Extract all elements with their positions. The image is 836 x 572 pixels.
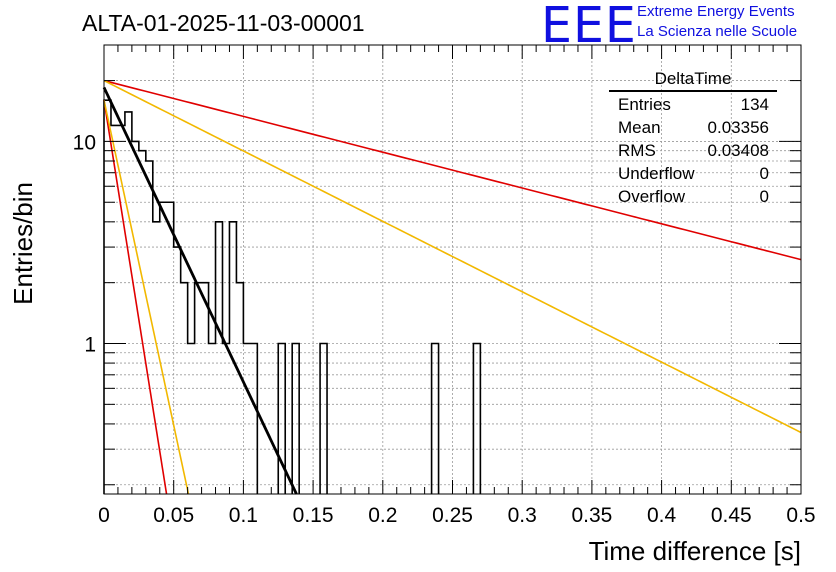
org-name-line2: La Scienza nelle Scuole: [637, 23, 798, 40]
x-tick-label: 0.05: [153, 504, 194, 527]
x-tick-label: 0.2: [368, 504, 397, 527]
stats-label: Underflow: [618, 164, 695, 183]
stats-label: Mean: [618, 118, 661, 137]
x-tick-label: 0.25: [432, 504, 473, 527]
stats-title: DeltaTime: [609, 68, 777, 92]
stats-value: 0: [759, 164, 769, 183]
stats-value: 0.03408: [707, 141, 769, 160]
x-tick-label: 0.3: [508, 504, 537, 527]
curve-band-upper-red: [103, 79, 802, 261]
stats-value: 134: [740, 95, 769, 114]
fit-curves: [102, 79, 802, 495]
x-tick-label: 0.1: [229, 504, 258, 527]
org-name-line1: Extreme Energy Events: [637, 3, 795, 20]
run-title: ALTA-01-2025-11-03-00001: [82, 10, 365, 36]
curve-band-upper-orange: [103, 79, 802, 434]
y-axis-label: Entries/bin: [8, 182, 38, 305]
stats-box: DeltaTime Entries 134 Mean 0.03356 RMS 0.03…: [609, 68, 777, 208]
y-tick-label: 1: [84, 334, 96, 357]
curve-band-lower-red: [103, 100, 168, 495]
x-tick-label: 0.35: [571, 504, 612, 527]
stats-value: 0.03356: [707, 118, 769, 137]
stats-label: Entries: [618, 95, 671, 114]
x-axis-label: Time difference [s]: [589, 536, 801, 566]
x-tick-label: 0.45: [711, 504, 752, 527]
stats-label: Overflow: [618, 187, 686, 206]
stats-value: 0: [759, 187, 769, 206]
eee-logo: EEE: [541, 0, 637, 54]
stats-row: Underflow 0: [609, 162, 777, 185]
stats-row: RMS 0.03408: [609, 139, 777, 162]
stats-label: RMS: [618, 141, 656, 160]
x-tick-label: 0.15: [293, 504, 334, 527]
tick-labels: 0 0.05 0.1 0.15 0.2 0.25 0.3 0.35 0.4 0.45 0.5 1 10: [73, 131, 816, 527]
x-tick-label: 0.5: [786, 504, 815, 527]
x-tick-label: 0.4: [647, 504, 677, 527]
stats-row: Entries 134: [609, 93, 777, 116]
histogram-outline: [103, 99, 482, 494]
stats-row: Mean 0.03356: [609, 116, 777, 139]
stats-row: Overflow 0: [609, 185, 777, 208]
curve-band-lower-orange: [103, 100, 190, 495]
axis-ticks: [103, 44, 802, 494]
y-tick-label: 10: [73, 131, 96, 154]
histogram-bars: [103, 99, 482, 494]
curve-fit: [102, 86, 298, 495]
x-tick-label: 0: [98, 504, 110, 527]
